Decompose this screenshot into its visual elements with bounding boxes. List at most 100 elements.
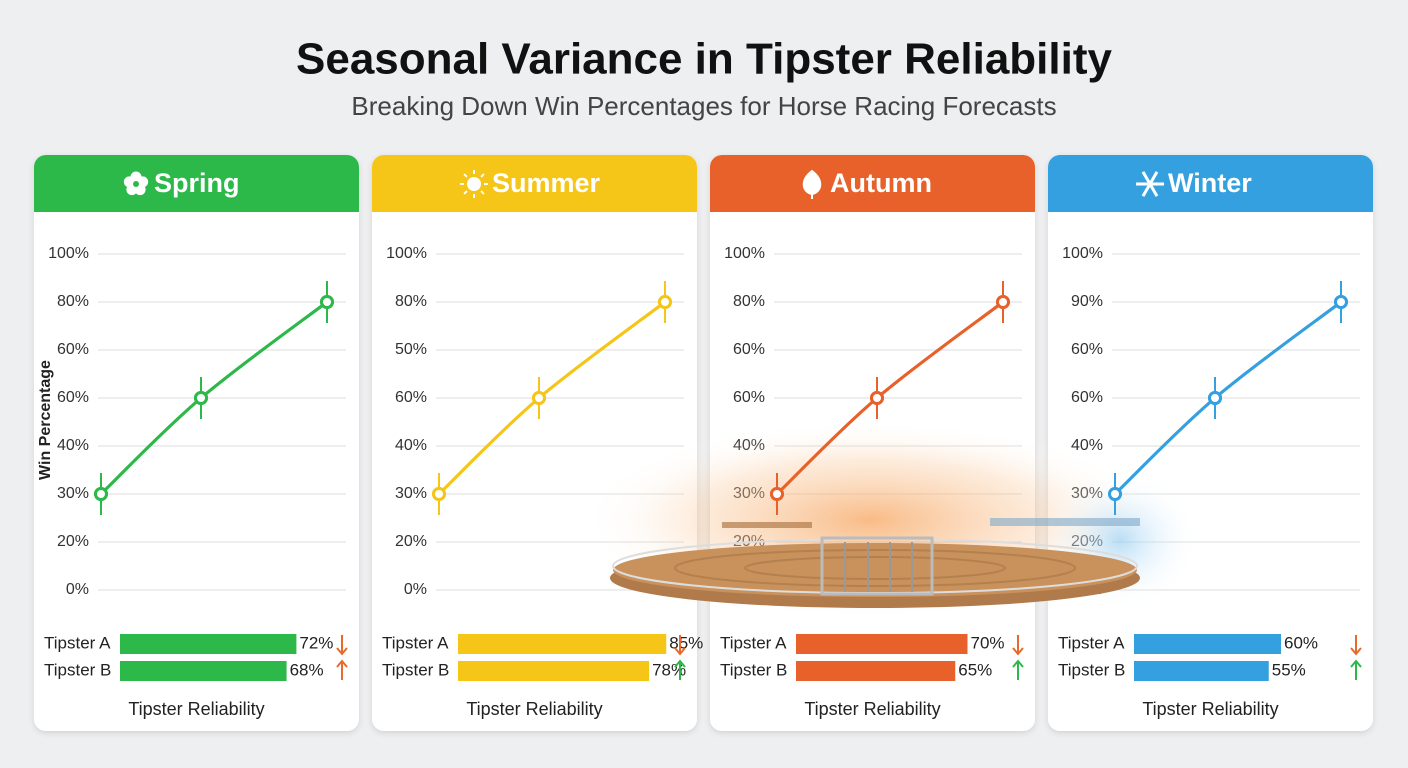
bar-value-label: 65% [958, 660, 992, 679]
bar [1134, 661, 1269, 681]
y-tick-label: 60% [733, 341, 765, 358]
panel-header [710, 155, 1035, 212]
y-tick-label: 100% [724, 245, 765, 262]
bars-title: Tipster Reliability [1142, 699, 1278, 719]
bar-category: Tipster A [382, 633, 449, 652]
y-tick-label: 80% [395, 293, 427, 310]
season-panel: Summer 100% 80% 50% 60% 40% 30% 20% 0% Tipster A 8… [372, 155, 703, 731]
y-tick-label: 20% [57, 533, 89, 550]
icon [123, 176, 135, 188]
line-overlay [658, 295, 672, 309]
y-tick-label: 40% [1071, 437, 1103, 454]
line-overlay [870, 391, 884, 405]
line-overlay [1108, 487, 1122, 501]
bars-title: Tipster Reliability [804, 699, 940, 719]
y-tick-label: 30% [57, 485, 89, 502]
bar [120, 634, 297, 654]
bar [120, 661, 287, 681]
y-tick-label: 100% [386, 245, 427, 262]
icon [480, 190, 485, 195]
line-overlay [770, 487, 784, 501]
icon [133, 181, 139, 187]
bars-title: Tipster Reliability [466, 699, 602, 719]
y-tick-label: 90% [1071, 293, 1103, 310]
trend-arrow [336, 659, 348, 668]
y-tick-label: 50% [395, 341, 427, 358]
y-tick-label: 60% [57, 389, 89, 406]
trend-arrow [674, 647, 686, 656]
y-tick-label: 60% [395, 389, 427, 406]
line-overlay [432, 487, 446, 501]
y-tick-label: 100% [48, 245, 89, 262]
line-overlay [1208, 391, 1222, 405]
season-panel: Spring Win Percentage 100% 80% 60% 60% 40% 30% 2… [34, 155, 359, 731]
y-tick-label: 100% [1062, 245, 1103, 262]
panel-title: Summer [492, 168, 601, 198]
bar [458, 661, 650, 681]
panel-header [34, 155, 359, 212]
line-overlay [194, 391, 208, 405]
subtitle: Breaking Down Win Percentages for Horse … [351, 91, 1056, 121]
bar-category: Tipster B [44, 660, 111, 679]
icon [467, 177, 481, 191]
line-overlay [1334, 295, 1348, 309]
icon [463, 190, 468, 195]
y-tick-label: 80% [733, 293, 765, 310]
y-tick-label: 40% [395, 437, 427, 454]
y-tick-label: 80% [57, 293, 89, 310]
y-tick-label: 0% [404, 581, 427, 598]
panel-header [1048, 155, 1373, 212]
y-axis-label: Win Percentage [37, 360, 54, 480]
bar-value-label: 85% [669, 633, 703, 652]
line-overlay [94, 487, 108, 501]
line-overlay [532, 391, 546, 405]
stadium-illustration [580, 420, 1200, 620]
bar-value-label: 60% [1284, 633, 1318, 652]
bar-value-label: 70% [971, 633, 1005, 652]
title: Seasonal Variance in Tipster Reliability [296, 35, 1113, 84]
bar [458, 634, 667, 654]
panel-title: Winter [1168, 168, 1252, 198]
y-tick-label: 0% [66, 581, 89, 598]
trend-arrow [336, 647, 348, 656]
icon [463, 173, 468, 178]
y-tick-label: 20% [395, 533, 427, 550]
bar-value-label: 72% [299, 633, 333, 652]
bar-category: Tipster B [720, 660, 787, 679]
panel-card [34, 155, 359, 731]
line-overlay [320, 295, 334, 309]
icon [480, 173, 485, 178]
icon [134, 184, 146, 196]
icon [802, 169, 822, 199]
trend-arrow [1012, 659, 1024, 668]
bar [1134, 634, 1281, 654]
y-tick-label: 60% [1071, 341, 1103, 358]
bar [796, 634, 968, 654]
y-tick-label: 60% [57, 341, 89, 358]
bars-title: Tipster Reliability [128, 699, 264, 719]
trend-arrow [674, 659, 686, 668]
y-tick-label: 30% [395, 485, 427, 502]
icon [1141, 171, 1159, 197]
bar-category: Tipster A [1058, 633, 1125, 652]
bar-value-label: 55% [1272, 660, 1306, 679]
bar-value-label: 68% [290, 660, 324, 679]
bar-category: Tipster A [44, 633, 111, 652]
bar-category: Tipster B [1058, 660, 1125, 679]
y-tick-label: 40% [57, 437, 89, 454]
bar [796, 661, 956, 681]
line-overlay [996, 295, 1010, 309]
trend-arrow [1350, 647, 1362, 656]
panel-title: Autumn [830, 168, 932, 198]
panel-title: Spring [154, 168, 240, 198]
y-tick-label: 60% [1071, 389, 1103, 406]
panel-header [372, 155, 697, 212]
bar-category: Tipster B [382, 660, 449, 679]
panel-card [372, 155, 697, 731]
trend-arrow [1012, 647, 1024, 656]
bar-category: Tipster A [720, 633, 787, 652]
y-tick-label: 60% [733, 389, 765, 406]
